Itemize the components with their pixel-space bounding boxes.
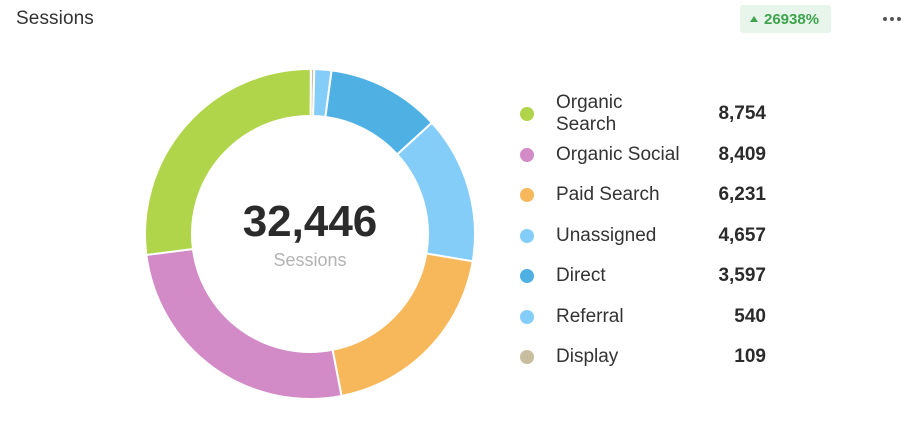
legend-value: 540 — [734, 305, 766, 327]
legend-dot-icon — [520, 188, 534, 203]
legend-item-direct[interactable]: Direct 3,597 — [520, 256, 780, 297]
widget-title: Sessions — [16, 8, 94, 29]
legend-label: Display — [556, 346, 619, 368]
arrow-up-icon — [750, 15, 758, 22]
legend-dot-icon — [520, 228, 534, 243]
legend-item-display[interactable]: Display 109 — [520, 337, 780, 378]
legend-label: Direct — [556, 265, 606, 287]
legend-value: 6,231 — [718, 184, 766, 206]
legend-dot-icon — [520, 350, 534, 365]
legend-value: 8,409 — [718, 143, 766, 165]
legend-item-unassigned[interactable]: Unassigned 4,657 — [520, 216, 780, 257]
legend-dot-icon — [520, 309, 534, 324]
legend-dot-icon — [520, 107, 534, 122]
legend-label: Unassigned — [556, 224, 657, 246]
sessions-donut-chart — [144, 67, 476, 400]
legend-label: Referral — [556, 305, 624, 327]
chart-legend: Organic Search 8,754 Organic Social 8,409 Pa… — [520, 92, 780, 378]
legend-value: 8,754 — [718, 103, 766, 125]
donut-slice-organic-search[interactable] — [144, 68, 312, 257]
legend-label: Organic Social — [556, 143, 680, 165]
legend-label: Organic Search — [556, 92, 623, 136]
legend-label: Paid Search — [556, 184, 660, 206]
legend-value: 3,597 — [718, 265, 766, 287]
legend-dot-icon — [520, 269, 534, 284]
total-sessions-label: Sessions — [273, 250, 347, 270]
change-value: 26938% — [764, 10, 820, 28]
total-sessions-value: 32,446 — [242, 197, 378, 246]
more-dot — [897, 17, 901, 21]
legend-value: 4,657 — [718, 224, 766, 246]
change-badge: 26938% — [740, 5, 832, 33]
legend-item-paid-search[interactable]: Paid Search 6,231 — [520, 175, 780, 216]
legend-dot-icon — [520, 147, 534, 162]
legend-item-organic-social[interactable]: Organic Social 8,409 — [520, 135, 780, 176]
more-options-icon[interactable] — [875, 8, 909, 30]
more-dot — [890, 17, 894, 21]
donut-slice-paid-search[interactable] — [331, 252, 474, 398]
donut-slice-organic-social[interactable] — [145, 247, 343, 400]
legend-item-referral[interactable]: Referral 540 — [520, 297, 780, 338]
more-dot — [883, 17, 887, 21]
legend-value: 109 — [734, 346, 766, 368]
legend-item-organic-search[interactable]: Organic Search 8,754 — [520, 92, 780, 136]
